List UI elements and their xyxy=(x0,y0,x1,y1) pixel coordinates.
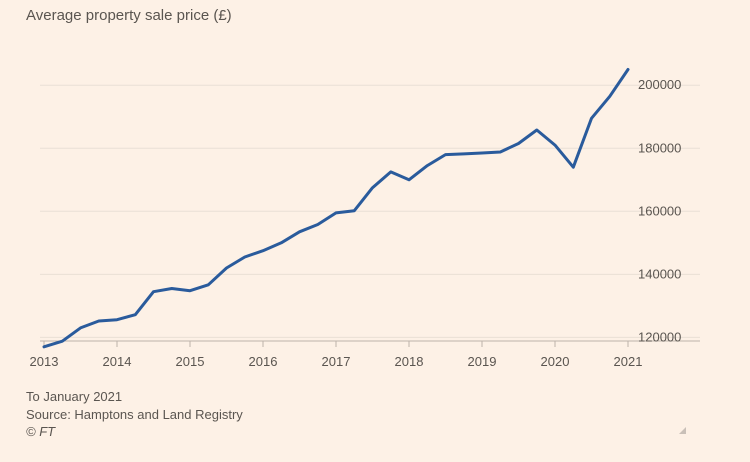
x-tick-label: 2020 xyxy=(541,354,570,369)
y-tick-label: 160000 xyxy=(638,203,681,218)
y-tick-label: 120000 xyxy=(638,329,681,344)
x-tick-label: 2021 xyxy=(614,354,643,369)
y-tick-label: 180000 xyxy=(638,140,681,155)
series-line xyxy=(42,68,630,349)
y-tick-label: 200000 xyxy=(638,77,681,92)
period-note: To January 2021 xyxy=(26,389,123,404)
x-tick-label: 2015 xyxy=(176,354,205,369)
x-tick-label: 2016 xyxy=(249,354,278,369)
credit-note: © FT xyxy=(26,424,56,439)
x-tick-label: 2018 xyxy=(395,354,424,369)
x-tick-label: 2014 xyxy=(103,354,132,369)
resize-grip-icon xyxy=(679,427,686,434)
x-tick-label: 2019 xyxy=(468,354,497,369)
x-tick-label: 2017 xyxy=(322,354,351,369)
y-tick-label: 140000 xyxy=(638,266,681,281)
chart-title: Average property sale price (£) xyxy=(26,7,232,24)
x-tick-label: 2013 xyxy=(30,354,59,369)
source-note: Source: Hamptons and Land Registry xyxy=(26,407,243,422)
